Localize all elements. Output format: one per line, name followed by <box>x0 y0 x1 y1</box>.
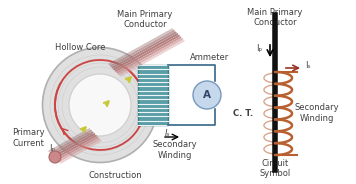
Bar <box>138 65 168 125</box>
Ellipse shape <box>69 74 131 136</box>
Text: Iₚ: Iₚ <box>256 43 262 52</box>
Text: Iₛ: Iₛ <box>165 128 171 137</box>
Text: Ammeter: Ammeter <box>190 54 230 63</box>
Text: Secondary
Winding: Secondary Winding <box>295 103 339 123</box>
Text: Secondary
Winding: Secondary Winding <box>153 140 197 160</box>
Text: Iₛ: Iₛ <box>305 61 311 70</box>
Text: Circuit
Symbol: Circuit Symbol <box>260 159 290 178</box>
Ellipse shape <box>42 47 157 162</box>
Text: Primary
Current: Primary Current <box>12 128 44 148</box>
Circle shape <box>49 151 61 163</box>
Text: Hollow Core: Hollow Core <box>55 43 105 52</box>
Text: Main Primary
Conductor: Main Primary Conductor <box>247 8 303 27</box>
Text: Main Primary
Conductor: Main Primary Conductor <box>117 10 173 29</box>
Text: C. T.: C. T. <box>233 109 253 118</box>
Text: A: A <box>203 90 211 100</box>
Circle shape <box>193 81 221 109</box>
Text: Construction: Construction <box>88 171 142 180</box>
Text: Iₚ: Iₚ <box>49 144 55 153</box>
